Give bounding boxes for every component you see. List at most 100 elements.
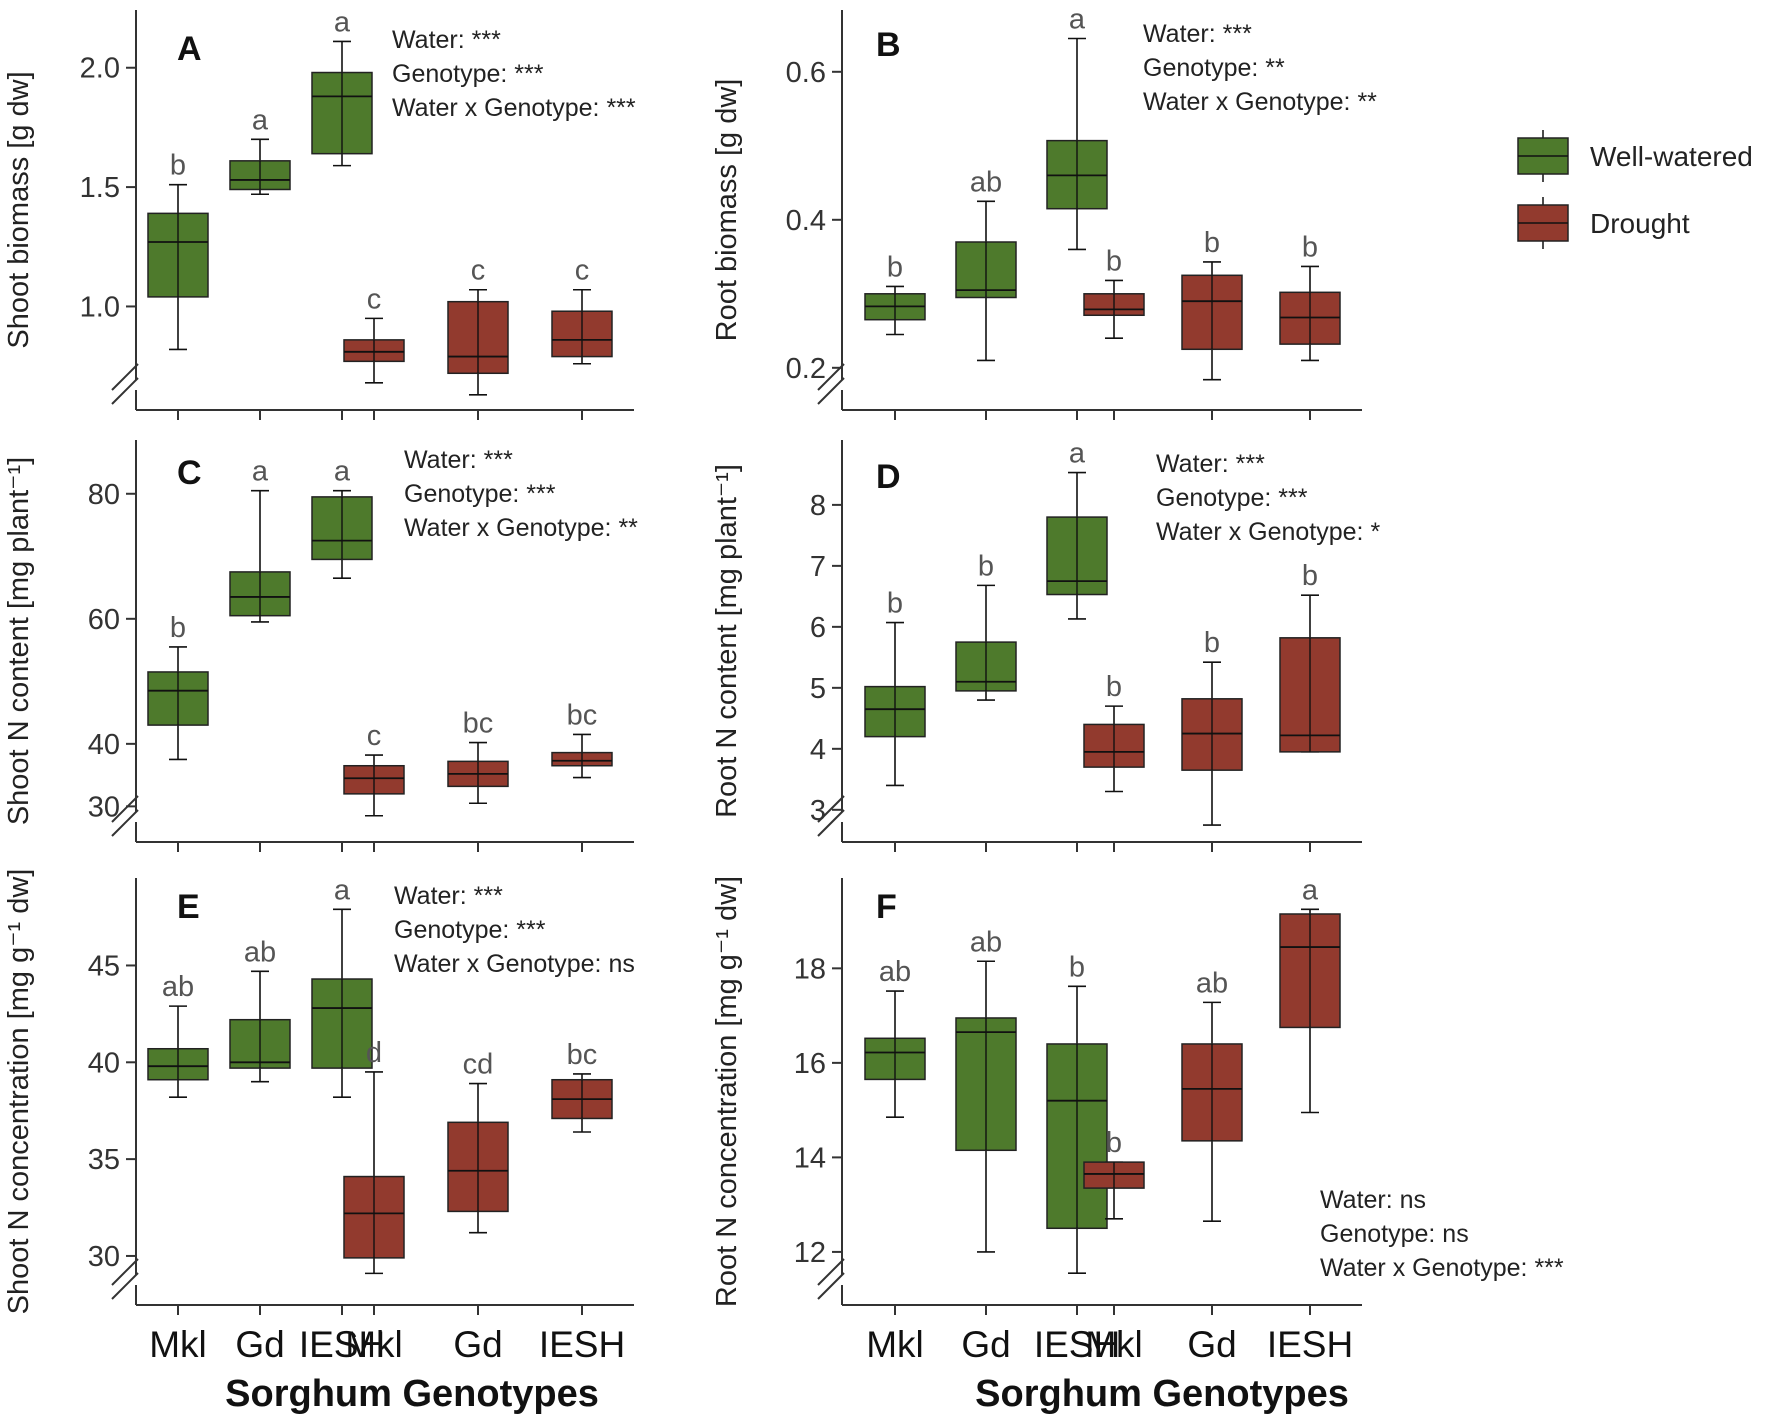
y-axis-title: Shoot N concentration [mg g⁻¹ dw] xyxy=(3,869,35,1315)
panel-letter: B xyxy=(876,26,901,64)
box-drought-iesh: b xyxy=(1279,231,1341,420)
x-tick-label: Gd xyxy=(453,1324,502,1365)
stats-line: Water x Genotype: * xyxy=(1156,518,1380,546)
y-tick-label: 8 xyxy=(810,490,826,522)
box-well-watered-mkl: b xyxy=(864,251,926,420)
y-tick-label: 0.2 xyxy=(786,353,826,385)
axis-break-mark xyxy=(817,377,845,405)
x-axis-title: Sorghum Genotypes xyxy=(225,1373,599,1415)
y-tick-label: 16 xyxy=(794,1048,826,1080)
x-tick-label: IESH xyxy=(299,1324,385,1365)
box-drought-mkl: b xyxy=(1083,245,1145,420)
significance-letter: c xyxy=(575,255,590,287)
y-tick-label: 1.0 xyxy=(80,291,120,323)
x-axis-title: Sorghum Genotypes xyxy=(975,1373,1349,1415)
significance-letter: bc xyxy=(567,699,598,731)
significance-letter: a xyxy=(1302,874,1319,906)
y-tick-label: 4 xyxy=(810,734,826,766)
box-drought-mkl: b xyxy=(1083,671,1145,852)
stats-line: Genotype: *** xyxy=(392,60,544,88)
y-tick-label: 14 xyxy=(794,1142,826,1174)
stats-line: Water: *** xyxy=(394,882,503,910)
significance-letter: ab xyxy=(970,926,1002,958)
y-tick-label: 0.4 xyxy=(786,205,826,237)
y-tick-label: 18 xyxy=(794,953,826,985)
significance-letter: b xyxy=(170,150,186,182)
legend-label: Drought xyxy=(1590,208,1690,239)
x-tick-label: Gd xyxy=(961,1324,1010,1365)
y-tick-label: 40 xyxy=(88,1047,120,1079)
box-drought-iesh: bc xyxy=(551,699,613,852)
y-axis-title: Shoot biomass [g dw] xyxy=(3,71,35,348)
axis-break-mark xyxy=(817,1272,845,1300)
panel-letter: A xyxy=(177,30,202,68)
x-tick-label: Mkl xyxy=(866,1324,924,1365)
box-well-watered-iesh: a IESH xyxy=(299,874,385,1365)
box-drought-gd: b xyxy=(1181,627,1243,852)
significance-letter: a xyxy=(334,874,351,906)
panel-letter: C xyxy=(177,454,202,492)
stats-line: Water x Genotype: ** xyxy=(404,514,638,542)
box-well-watered-mkl: b xyxy=(147,612,209,852)
axis-break-mark xyxy=(111,363,139,391)
significance-letter: b xyxy=(1204,227,1220,259)
significance-letter: b xyxy=(1106,671,1122,703)
stats-line: Genotype: *** xyxy=(394,916,546,944)
stats-line: Water: *** xyxy=(1143,20,1252,48)
y-tick-label: 5 xyxy=(810,673,826,705)
box-well-watered-mkl: b xyxy=(864,588,926,852)
box-drought-gd: bc xyxy=(447,708,509,852)
box-well-watered-mkl: ab Mkl xyxy=(864,956,926,1365)
axis-break-mark xyxy=(817,1258,845,1286)
box-drought-gd: cd Gd xyxy=(447,1049,509,1365)
stats-line: Water: *** xyxy=(1156,450,1265,478)
y-tick-label: 7 xyxy=(810,551,826,583)
y-tick-label: 80 xyxy=(88,479,120,511)
significance-letter: b xyxy=(1302,560,1318,592)
y-tick-label: 40 xyxy=(88,729,120,761)
significance-letter: b xyxy=(1106,1127,1122,1159)
box-well-watered-iesh: a xyxy=(311,456,373,852)
box-drought-gd: ab Gd xyxy=(1181,967,1243,1365)
significance-letter: ab xyxy=(879,956,911,988)
y-tick-label: 0.6 xyxy=(786,57,826,89)
box-well-watered-mkl: ab Mkl xyxy=(147,971,209,1365)
box-drought-iesh: b xyxy=(1279,560,1341,852)
box-drought-mkl: c xyxy=(343,283,405,420)
stats-line: Genotype: *** xyxy=(1156,484,1308,512)
significance-letter: a xyxy=(1069,4,1086,36)
x-tick-label: Mkl xyxy=(149,1324,207,1365)
box-well-watered-gd: ab Gd xyxy=(229,936,291,1365)
significance-letter: a xyxy=(334,456,351,488)
legend-item-well-watered: Well-watered xyxy=(1517,130,1753,182)
significance-letter: a xyxy=(334,6,351,38)
axis-break-mark xyxy=(111,795,139,823)
y-axis-title: Shoot N content [mg plant⁻¹] xyxy=(3,457,35,825)
box-drought-mkl: d Mkl xyxy=(343,1037,405,1365)
y-tick-label: 12 xyxy=(794,1237,826,1269)
stats-line: Genotype: ns xyxy=(1320,1220,1469,1248)
x-tick-label: IESH xyxy=(1267,1324,1353,1365)
y-tick-label: 60 xyxy=(88,604,120,636)
box-well-watered-gd: b xyxy=(955,550,1017,852)
significance-letter: ab xyxy=(970,166,1002,198)
significance-letter: a xyxy=(252,456,269,488)
y-tick-label: 6 xyxy=(810,612,826,644)
x-tick-label: IESH xyxy=(1034,1324,1120,1365)
significance-letter: a xyxy=(252,104,269,136)
y-tick-label: 30 xyxy=(88,1241,120,1273)
box-well-watered-gd: a xyxy=(229,456,291,852)
significance-letter: b xyxy=(978,550,994,582)
y-tick-label: 45 xyxy=(88,950,120,982)
box-well-watered-iesh: a xyxy=(1046,4,1108,420)
y-axis-title: Root N concentration [mg g⁻¹ dw] xyxy=(711,876,743,1307)
y-tick-label: 3 xyxy=(810,795,826,827)
legend: Well-watered Drought xyxy=(1517,130,1753,249)
stats-line: Genotype: ** xyxy=(1143,54,1285,82)
x-tick-label: IESH xyxy=(539,1324,625,1365)
panel-c: 30 40 60 80 Shoot N content [mg plant⁻¹] C Wat… xyxy=(3,440,638,852)
box-well-watered-gd: ab Gd xyxy=(955,926,1017,1365)
legend-label: Well-watered xyxy=(1590,141,1753,172)
box-well-watered-iesh: b IESH xyxy=(1034,951,1120,1365)
box-drought-gd: c xyxy=(447,255,509,420)
